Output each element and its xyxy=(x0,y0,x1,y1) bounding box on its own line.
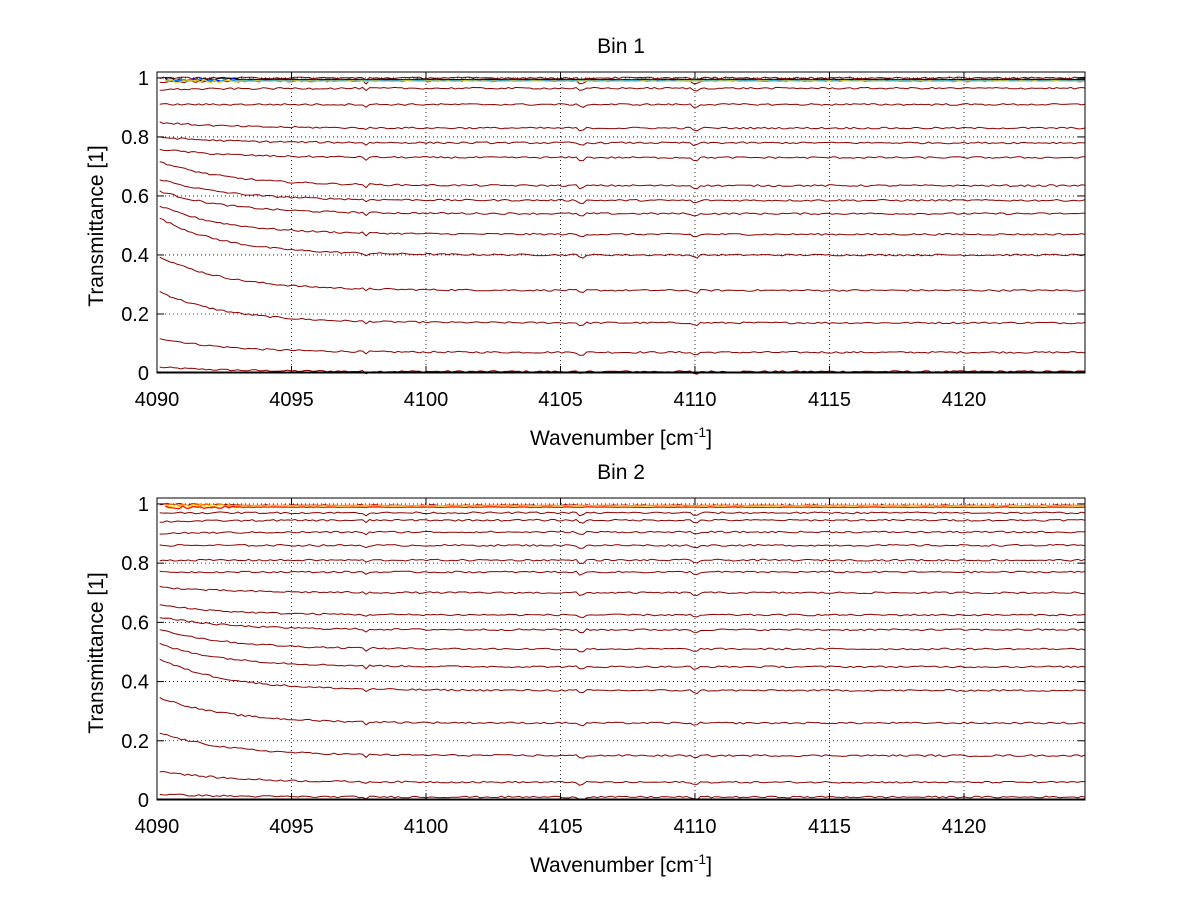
series-line-s13 xyxy=(159,543,1086,549)
x-tick-label: 4110 xyxy=(673,389,716,411)
series-line-s12 xyxy=(159,121,1086,132)
y-tick-label: 1 xyxy=(138,68,149,90)
series-line-s15 xyxy=(159,518,1086,524)
y-tick-label: 0.4 xyxy=(121,245,149,267)
series-line-s4 xyxy=(159,256,1086,294)
series-line-s11 xyxy=(159,570,1086,576)
series-line-s10 xyxy=(159,148,1086,162)
series-line-s16 xyxy=(159,76,1086,81)
y-axis-label: Transmittance [1] xyxy=(85,145,108,306)
ticks: 4090 4095 4100 4105 4110 4115 4120 0 0.2 0.4 0.6 0.… xyxy=(121,494,1085,838)
series-line-s5 xyxy=(159,658,1086,695)
series-line-s8 xyxy=(159,179,1086,205)
x-axis-label: Wavenumber [cm-1] xyxy=(530,424,712,450)
x-tick-label: 4100 xyxy=(404,816,449,838)
x-tick-label: 4105 xyxy=(538,389,583,411)
series-line-s16 xyxy=(159,511,1086,517)
plot-lines xyxy=(157,502,1086,801)
series-line-s7 xyxy=(159,629,1086,653)
series-line-s3 xyxy=(159,290,1086,327)
series-line-s14 xyxy=(159,86,1086,92)
y-tick-label: 0.8 xyxy=(121,127,149,149)
series-line-s9 xyxy=(159,604,1086,619)
series-line-s5 xyxy=(159,217,1086,259)
series-line-s6 xyxy=(159,205,1086,238)
plot-lines xyxy=(157,76,1086,375)
grid xyxy=(157,498,1085,800)
series-line-s3 xyxy=(159,732,1086,759)
y-tick-label: 0.2 xyxy=(121,304,149,326)
series-line-s1 xyxy=(159,793,1086,801)
x-axis-label: Wavenumber [cm-1] xyxy=(530,851,712,877)
x-tick-label: 4120 xyxy=(942,816,987,838)
y-tick-label: 0.8 xyxy=(121,553,149,575)
axes-box xyxy=(156,497,1086,801)
x-tick-label: 4115 xyxy=(808,816,851,838)
subplot-bin-1: Bin 1 4090 4095 4100 4105 4110 4115 4120 0 0.2 0.… xyxy=(85,35,1086,450)
y-tick-label: 0 xyxy=(138,790,149,812)
x-tick-label: 4090 xyxy=(135,389,180,411)
series-line-s10 xyxy=(159,586,1085,597)
x-tick-label: 4115 xyxy=(808,389,851,411)
x-tick-label: 4105 xyxy=(538,816,583,838)
series-line-s14 xyxy=(159,530,1086,536)
series-line-s11 xyxy=(159,136,1086,147)
series-line-s4 xyxy=(159,696,1086,727)
ticks: 4090 4095 4100 4105 4110 4115 4120 0 0.2 0.4 0.6 0.… xyxy=(121,68,1085,411)
series-line-s7 xyxy=(159,190,1086,217)
x-tick-label: 4100 xyxy=(404,389,449,411)
series-line-s2 xyxy=(159,338,1086,356)
y-tick-label: 0.6 xyxy=(121,186,149,208)
chart-title: Bin 1 xyxy=(597,35,645,58)
series-line-s12 xyxy=(159,558,1086,564)
axes-box xyxy=(156,71,1086,374)
x-tick-label: 4120 xyxy=(942,389,987,411)
top-series-line xyxy=(164,504,1086,510)
series-line-s8 xyxy=(159,617,1086,634)
x-tick-label: 4110 xyxy=(673,816,716,838)
y-axis-label: Transmittance [1] xyxy=(85,572,108,733)
x-tick-label: 4090 xyxy=(135,816,180,838)
subplot-bin-2: Bin 2 4090 4095 4100 4105 4110 4115 4120 0 0.2 0.… xyxy=(85,461,1086,877)
series-line-s6 xyxy=(159,642,1086,670)
y-tick-label: 0.2 xyxy=(121,731,149,753)
y-tick-label: 0.6 xyxy=(121,612,149,634)
x-tick-label: 4095 xyxy=(269,816,314,838)
x-tick-label: 4095 xyxy=(269,389,314,411)
chart-title: Bin 2 xyxy=(597,461,645,484)
top-series-line xyxy=(164,78,1086,84)
y-tick-label: 1 xyxy=(138,494,149,516)
series-line-s13 xyxy=(159,103,1086,108)
series-line-s2 xyxy=(159,770,1086,786)
series-line-s9 xyxy=(159,161,1086,190)
y-tick-label: 0 xyxy=(138,363,149,385)
y-tick-label: 0.4 xyxy=(121,672,149,694)
